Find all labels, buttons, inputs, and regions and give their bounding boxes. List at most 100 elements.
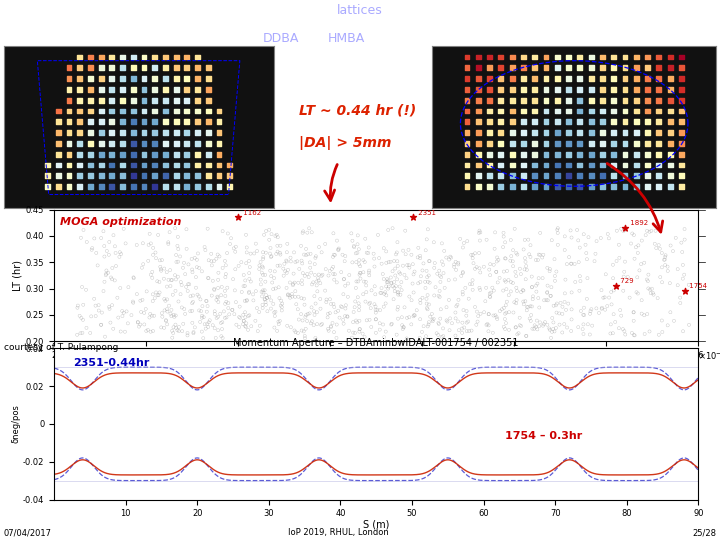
Point [355,274,366,283]
Point [346,229,357,238]
Point [370,308,382,317]
Point [315,279,326,287]
Point [578,303,590,312]
Point [597,96,608,105]
Point [404,264,415,272]
Point [259,271,271,279]
Point [526,325,538,333]
Point [282,266,294,274]
Point [511,296,523,305]
Point [149,53,161,62]
Point [390,264,401,273]
Point [74,312,86,320]
Point [160,64,171,72]
Point [320,295,332,304]
Point [500,308,512,317]
Point [660,251,671,260]
Point [85,139,96,147]
Point [552,107,563,116]
Point [351,318,363,327]
Point [75,233,86,242]
Point [95,321,107,329]
Point [608,64,619,72]
Point [215,332,227,341]
Point [348,308,359,316]
Point [117,307,128,315]
Point [525,241,536,249]
Point [379,333,390,341]
Point [109,276,120,285]
Point [495,75,507,83]
Point [484,64,495,72]
Point [646,285,657,293]
Point [328,300,339,308]
Point [631,273,643,282]
Point [590,249,601,258]
Point [182,287,194,295]
Point [354,260,365,268]
Point [325,322,337,330]
Point [233,323,245,332]
Point [433,320,444,328]
Point [462,118,473,126]
Point [323,271,334,280]
Point [140,327,152,335]
Point [605,320,616,329]
Point [597,128,608,137]
Point [640,231,652,239]
Point [412,253,423,262]
Point [241,243,253,252]
Point [530,322,541,331]
Point [209,310,220,319]
Point [586,321,598,330]
Point [270,232,282,240]
Point [85,75,96,83]
Point [101,247,112,255]
Point [95,182,107,191]
Point [78,300,89,309]
Point [114,284,126,292]
Point [629,331,640,340]
Point [104,302,115,311]
Point [147,267,158,276]
Point [207,276,219,285]
Point [664,279,675,287]
Point [187,291,199,300]
Point [137,239,148,248]
Point [138,53,150,62]
Point [271,327,283,335]
Point [642,128,653,137]
Point [597,171,608,180]
Point [145,239,157,248]
Point [675,96,687,105]
Point [446,319,458,328]
Point [392,291,404,299]
Point [149,160,161,169]
Point [271,261,283,270]
Point [261,291,272,300]
Point [631,107,642,116]
Point [147,274,158,282]
Point [472,53,484,62]
Point [127,96,139,105]
Point [164,266,176,274]
Point [492,255,504,264]
Point [194,318,206,326]
Point [393,268,405,276]
Point [95,150,107,158]
Point [469,265,481,273]
Point [153,231,164,239]
Point [585,96,597,105]
Point [71,330,83,339]
Point [458,239,469,247]
Point [149,75,161,83]
Point [329,251,341,259]
Point [574,139,585,147]
Point [351,258,362,266]
Point [292,305,304,314]
Point [340,301,351,309]
Point [518,160,529,169]
Point [552,85,563,94]
Point [171,85,182,94]
Point [662,267,673,275]
